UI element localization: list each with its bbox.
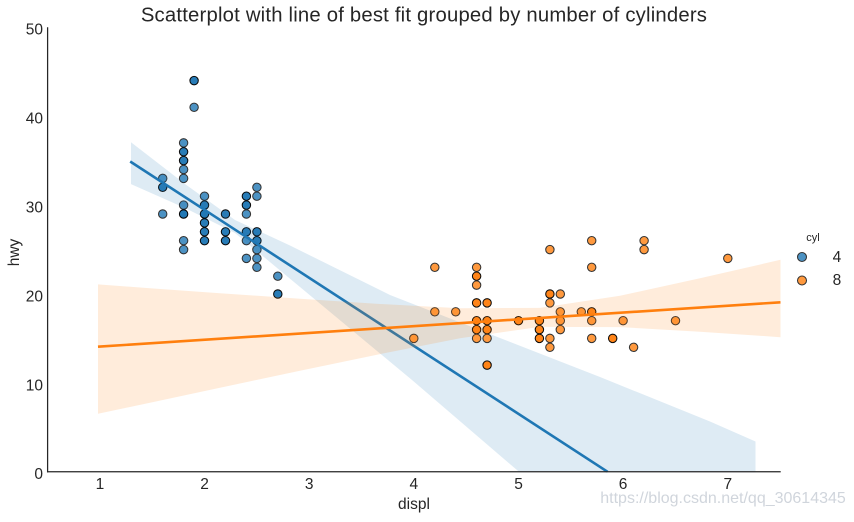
- svg-text:6: 6: [619, 476, 628, 493]
- svg-text:1: 1: [96, 476, 105, 493]
- svg-text:40: 40: [26, 111, 44, 128]
- svg-text:10: 10: [26, 377, 44, 394]
- svg-text:hwy: hwy: [6, 238, 23, 266]
- svg-text:5: 5: [514, 476, 523, 493]
- svg-text:3: 3: [305, 476, 314, 493]
- svg-text:2: 2: [200, 476, 209, 493]
- svg-text:4: 4: [409, 476, 418, 493]
- svg-text:20: 20: [26, 288, 44, 305]
- svg-text:4: 4: [833, 249, 842, 266]
- svg-text:0: 0: [34, 466, 43, 483]
- svg-text:7: 7: [723, 476, 732, 493]
- svg-text:displ: displ: [398, 496, 430, 513]
- svg-text:Scatterplot with line of best: Scatterplot with line of best fit groupe…: [141, 4, 707, 26]
- svg-text:https://blog.csdn.net/qq_30614: https://blog.csdn.net/qq_30614345: [600, 490, 846, 507]
- svg-text:cyl: cyl: [806, 232, 819, 244]
- svg-text:30: 30: [26, 200, 44, 217]
- svg-text:8: 8: [833, 272, 842, 289]
- svg-text:50: 50: [26, 22, 44, 39]
